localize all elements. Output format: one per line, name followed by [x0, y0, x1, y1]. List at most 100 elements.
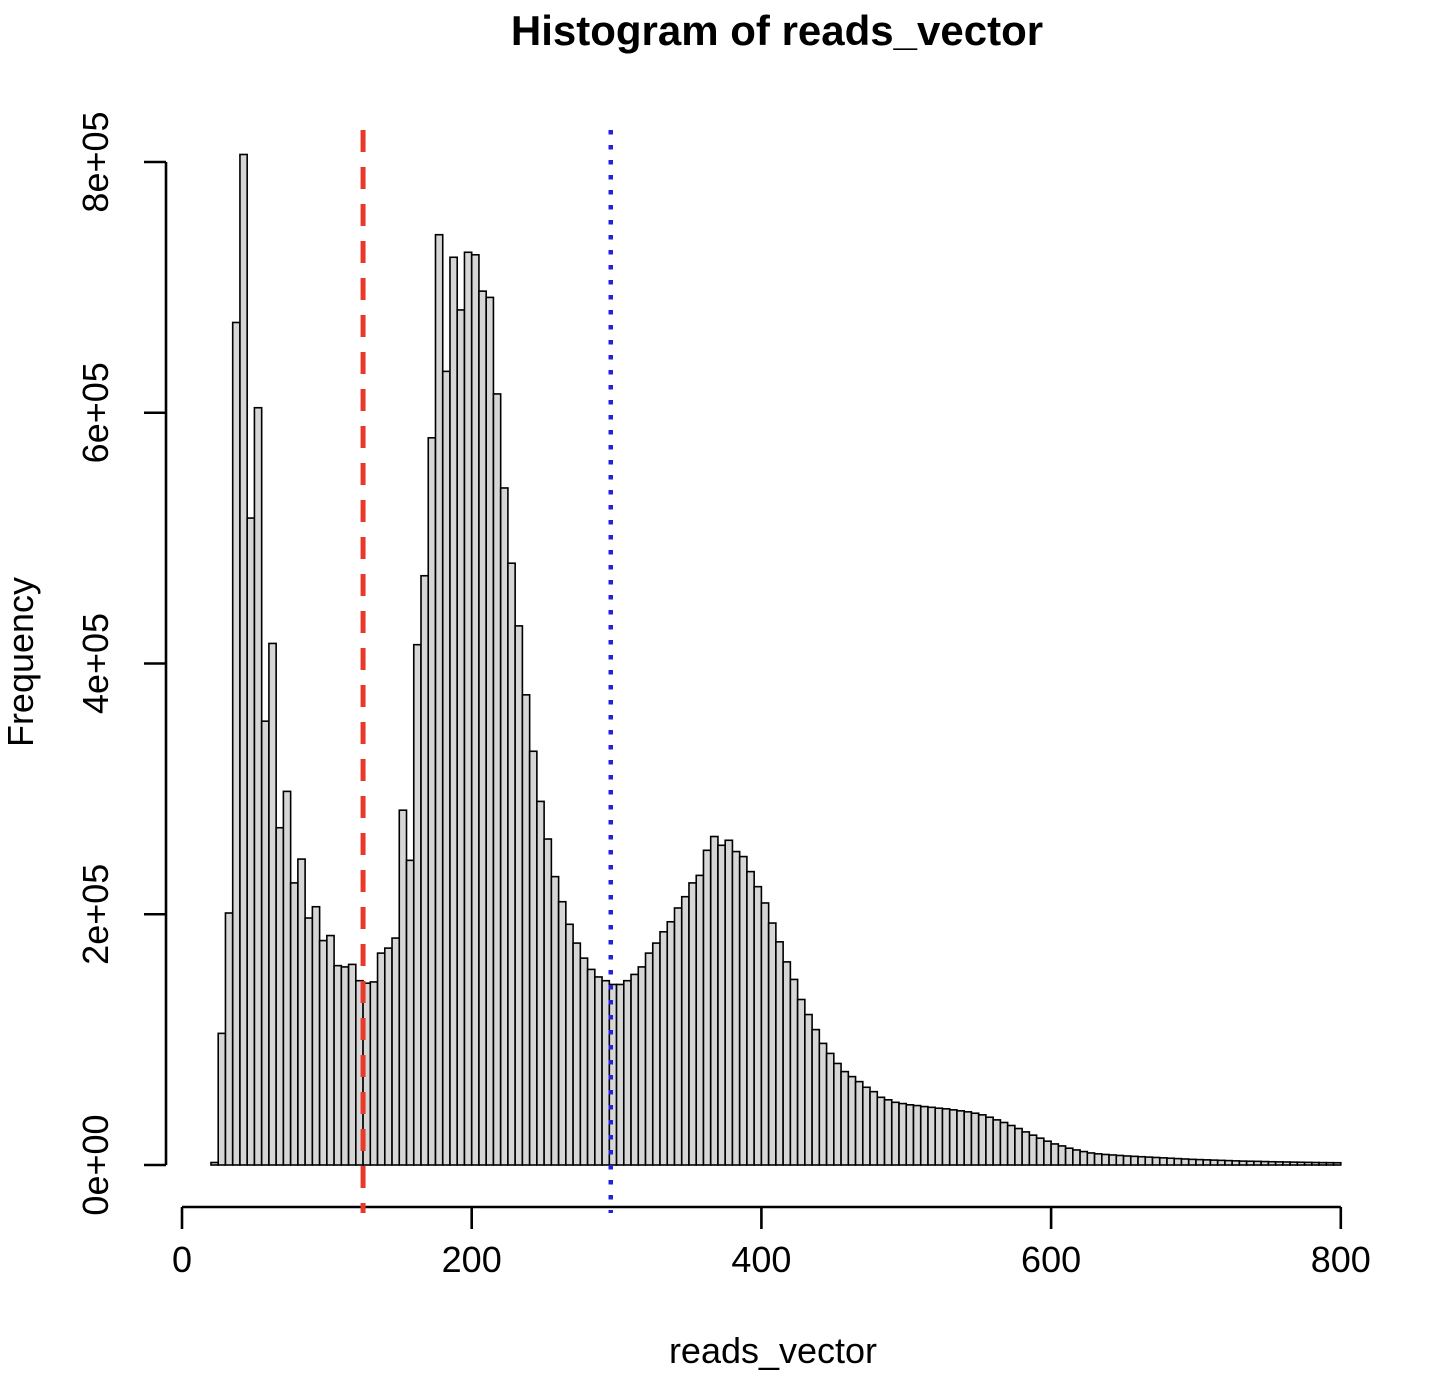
histogram-bar — [833, 1062, 842, 1166]
histogram-bar — [811, 1028, 821, 1166]
histogram-bar — [796, 998, 806, 1166]
histogram-bar — [1101, 1153, 1110, 1166]
histogram-bar — [1093, 1153, 1103, 1166]
histogram-bar — [478, 290, 487, 1166]
histogram-bar — [376, 952, 386, 1166]
histogram-bar — [289, 882, 299, 1166]
histogram-bar — [1021, 1131, 1031, 1166]
histogram-bar — [883, 1099, 893, 1166]
y-tick-label: 6e+05 — [75, 362, 116, 463]
histogram-bar — [847, 1075, 857, 1166]
histogram-bar — [1014, 1127, 1023, 1166]
histogram-bar — [297, 858, 306, 1166]
histogram-bar — [441, 370, 451, 1166]
histogram-bar — [1187, 1158, 1197, 1166]
histogram-bar — [333, 964, 343, 1166]
histogram-bar — [383, 947, 393, 1166]
histogram-bar — [1115, 1154, 1125, 1166]
histogram-bar — [507, 562, 516, 1166]
histogram-bar — [1079, 1150, 1089, 1166]
histogram-bar — [304, 917, 314, 1166]
x-tick-label: 400 — [731, 1239, 791, 1280]
histogram-bar — [1318, 1161, 1328, 1166]
histogram-bar — [210, 1161, 220, 1166]
histogram-bar — [1151, 1156, 1161, 1166]
histogram-bar — [1035, 1137, 1045, 1166]
y-tick-label: 2e+05 — [75, 864, 116, 965]
histogram-bar — [680, 895, 690, 1166]
histogram-bar — [615, 983, 625, 1166]
histogram-bar — [536, 800, 545, 1166]
histogram-bar — [717, 844, 726, 1166]
histogram-bar — [630, 973, 640, 1166]
histogram-bar — [1202, 1159, 1212, 1166]
histogram-bar — [253, 406, 263, 1166]
histogram-bar — [673, 907, 683, 1166]
histogram-bar — [1050, 1143, 1060, 1166]
histogram-bar — [948, 1109, 958, 1166]
y-tick-label: 0e+00 — [75, 1114, 116, 1215]
y-tick-label: 4e+05 — [75, 613, 116, 714]
histogram-bar — [492, 393, 502, 1166]
histogram-bar — [1006, 1124, 1016, 1166]
histogram-bar — [1028, 1134, 1038, 1166]
histogram-bar — [594, 976, 603, 1166]
histogram-bar — [1216, 1159, 1226, 1166]
histogram-bar — [1158, 1157, 1168, 1166]
x-tick-label: 600 — [1021, 1239, 1081, 1280]
histogram-bar — [919, 1105, 929, 1166]
histogram-bar — [224, 912, 234, 1166]
histogram-bar — [1282, 1161, 1291, 1166]
histogram-bar — [1180, 1158, 1190, 1166]
histogram-bar — [1224, 1159, 1233, 1166]
histogram-bar — [941, 1108, 951, 1166]
histogram-bar — [557, 900, 567, 1166]
histogram-bar — [1064, 1147, 1074, 1166]
histogram-bar — [470, 253, 480, 1166]
histogram-bar — [1303, 1161, 1313, 1166]
histogram-bar — [637, 966, 647, 1166]
histogram-bar — [724, 839, 734, 1166]
histogram-bar — [427, 437, 437, 1166]
histogram-bar — [572, 942, 582, 1166]
histogram-bar — [601, 979, 611, 1166]
histogram-bar — [912, 1104, 922, 1166]
histogram-bar — [644, 952, 654, 1166]
histogram-bar — [1231, 1160, 1241, 1166]
histogram-bar — [818, 1042, 828, 1166]
histogram-bar — [1274, 1161, 1284, 1166]
histogram-bar — [521, 694, 531, 1166]
histogram-bar — [861, 1086, 871, 1166]
histogram-bar — [804, 1013, 813, 1166]
histogram-bar — [340, 966, 350, 1166]
histogram-bar — [760, 902, 770, 1166]
histogram-bar — [268, 642, 277, 1166]
chart-title: Histogram of reads_vector — [511, 7, 1043, 54]
histogram-bar — [1253, 1160, 1262, 1166]
histogram-bar — [999, 1121, 1009, 1166]
histogram-bar — [1260, 1160, 1270, 1166]
histogram-bar — [347, 963, 357, 1166]
histogram-bar — [550, 875, 560, 1166]
histogram-bar — [1245, 1160, 1255, 1166]
histogram-bar — [543, 838, 553, 1166]
histogram-bar — [1296, 1161, 1306, 1166]
histogram-bar — [1057, 1145, 1067, 1166]
y-axis-label: Frequency — [0, 577, 41, 747]
histogram-bar — [456, 309, 466, 1166]
histogram-bar — [434, 233, 444, 1166]
histogram-bar — [782, 961, 792, 1166]
histogram-bar — [775, 941, 784, 1166]
histogram-bar — [1144, 1156, 1154, 1166]
histogram-bar — [746, 870, 755, 1166]
x-tick-label: 800 — [1311, 1239, 1371, 1280]
histogram-bar — [1137, 1155, 1147, 1166]
histogram-bar — [753, 885, 763, 1166]
histogram-bar — [695, 874, 705, 1166]
histogram-bar — [688, 882, 698, 1166]
histogram-bar — [666, 920, 676, 1166]
histogram-bar — [1072, 1149, 1081, 1166]
histogram-bar — [854, 1080, 864, 1166]
